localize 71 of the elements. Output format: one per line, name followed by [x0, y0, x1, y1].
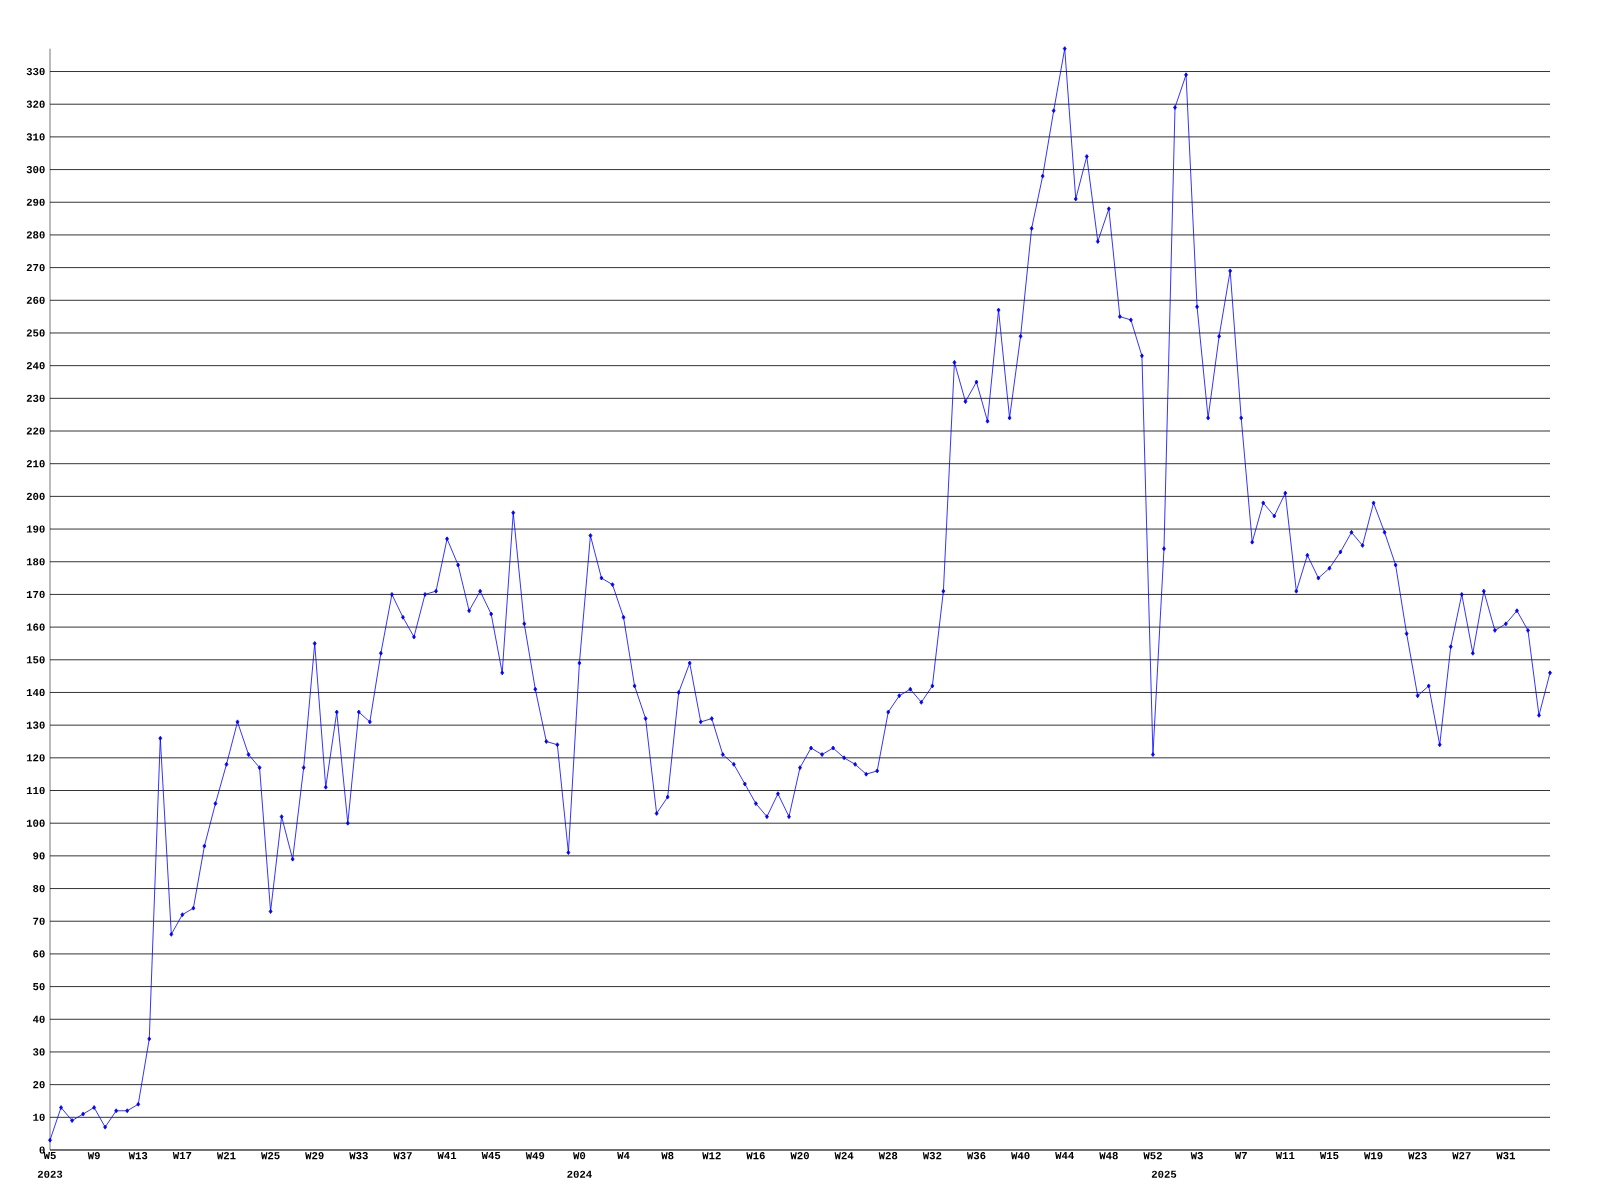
- y-tick-label: 30: [33, 1048, 45, 1056]
- x-tick-label: W49: [525, 1152, 545, 1160]
- x-tick-label: W28: [878, 1152, 898, 1160]
- text: 2025: [1151, 1170, 1177, 1178]
- x-tick-label: W8: [661, 1152, 674, 1160]
- x-tick-label: W15: [1319, 1152, 1339, 1160]
- x-tick-label: W21: [216, 1152, 236, 1160]
- x-tick-label: W32: [922, 1152, 942, 1160]
- y-tick-label: 120: [26, 754, 45, 762]
- x-tick-label: W11: [1275, 1152, 1295, 1160]
- x-tick-label: W13: [128, 1152, 148, 1160]
- x-tick-label: W0: [573, 1152, 586, 1160]
- y-tick-label: 290: [26, 198, 45, 206]
- x-tick-label: W25: [261, 1152, 280, 1160]
- x-tick-label: W27: [1452, 1152, 1471, 1160]
- x-tick-label: W29: [305, 1152, 324, 1160]
- y-tick-label: 70: [33, 917, 45, 925]
- x-tick-label: W7: [1234, 1152, 1247, 1160]
- y-tick-label: 60: [33, 950, 45, 958]
- x-tick-label: W12: [702, 1152, 721, 1160]
- y-tick-label: 190: [26, 525, 45, 533]
- x-tick-label: W40: [1011, 1152, 1030, 1160]
- text: 2024: [567, 1170, 592, 1178]
- y-tick-label: 210: [26, 460, 45, 468]
- x-tick-label: W3: [1190, 1152, 1203, 1160]
- text: 2023: [37, 1170, 63, 1178]
- y-tick-label: 50: [33, 982, 45, 991]
- y-tick-label: 100: [26, 819, 45, 827]
- y-tick-label: 110: [26, 786, 45, 795]
- x-tick-label: W5: [43, 1152, 56, 1160]
- y-tick-label: 0: [39, 1146, 45, 1154]
- x-tick-label: W31: [1496, 1152, 1515, 1160]
- y-tick-label: 140: [26, 688, 45, 697]
- y-tick-label: 20: [33, 1081, 45, 1089]
- y-tick-label: 320: [26, 100, 45, 108]
- x-tick-label: W37: [393, 1152, 412, 1160]
- y-tick-label: 330: [26, 67, 45, 76]
- y-tick-label: 230: [26, 394, 45, 402]
- x-tick-label: W16: [746, 1152, 765, 1160]
- x-tick-label: W45: [481, 1152, 501, 1160]
- x-tick-label: W36: [966, 1152, 986, 1160]
- x-tick-label: W48: [1099, 1152, 1118, 1160]
- y-tick-label: 250: [26, 329, 45, 337]
- y-tick-label: 170: [26, 590, 45, 599]
- y-tick-label: 150: [26, 656, 45, 664]
- x-tick-label: W9: [87, 1152, 100, 1160]
- y-tick-label: 270: [26, 264, 45, 272]
- x-tick-label: W52: [1143, 1152, 1162, 1160]
- y-tick-label: 160: [26, 623, 45, 631]
- x-tick-label: W4: [617, 1152, 630, 1160]
- y-tick-label: 130: [26, 721, 45, 729]
- x-tick-label: W44: [1055, 1152, 1074, 1160]
- y-tick-label: 240: [26, 362, 45, 370]
- x-tick-label: W20: [790, 1152, 809, 1160]
- y-tick-label: 10: [33, 1113, 45, 1121]
- y-tick-label: 80: [33, 884, 45, 893]
- x-tick-label: W19: [1363, 1152, 1383, 1160]
- y-tick-label: 40: [32, 1015, 45, 1023]
- x-tick-label: W17: [172, 1152, 192, 1160]
- y-tick-label: 220: [26, 427, 45, 435]
- y-tick-label: 280: [26, 231, 45, 239]
- y-tick-label: 310: [26, 133, 45, 141]
- y-tick-label: 200: [26, 492, 45, 500]
- x-tick-label: W23: [1408, 1152, 1427, 1160]
- x-tick-label: W33: [349, 1152, 368, 1160]
- y-tick-label: 300: [26, 165, 45, 174]
- y-tick-label: 90: [33, 852, 45, 860]
- y-tick-label: 180: [26, 558, 45, 566]
- y-tick-label: 260: [26, 296, 45, 304]
- x-tick-label: W41: [437, 1152, 457, 1160]
- x-tick-label: W24: [834, 1152, 854, 1160]
